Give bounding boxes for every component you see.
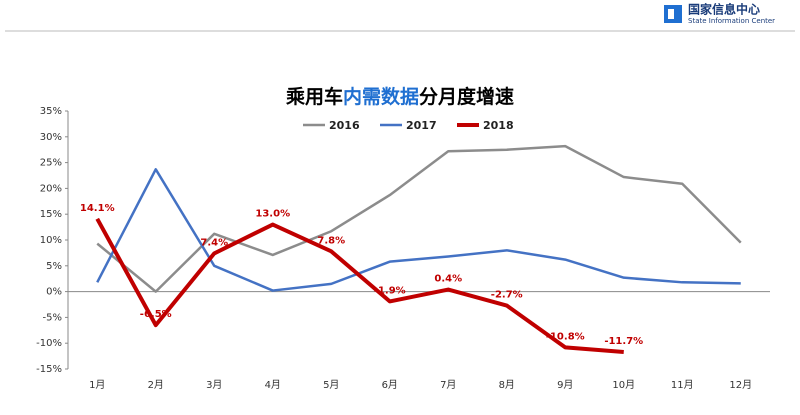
title-part: 内需数据 xyxy=(343,85,419,108)
x-tick-label: 7月 xyxy=(440,379,456,391)
y-tick-label: 25% xyxy=(40,158,62,169)
data-label: -6.5% xyxy=(140,309,172,320)
title-part: 乘用车 xyxy=(285,85,343,108)
data-label: -1.9% xyxy=(374,285,406,296)
legend-label: 2016 xyxy=(329,119,360,132)
x-tick-label: 9月 xyxy=(557,379,573,391)
org-name: 国家信息中心 xyxy=(688,2,760,17)
y-tick-label: -10% xyxy=(36,338,62,349)
data-label: -11.7% xyxy=(604,336,643,347)
series-line xyxy=(96,168,741,292)
legend-label: 2017 xyxy=(406,119,437,132)
x-tick-label: 12月 xyxy=(729,379,752,391)
series-line xyxy=(95,217,624,354)
data-label: 7.8% xyxy=(317,235,345,246)
data-label: 0.4% xyxy=(434,274,462,285)
logo-icon xyxy=(668,9,674,19)
x-tick-label: 10月 xyxy=(612,379,635,391)
y-tick-label: 30% xyxy=(40,132,62,143)
x-tick-label: 5月 xyxy=(323,379,339,391)
title-part: 分月度增速 xyxy=(419,85,514,108)
y-tick-label: 5% xyxy=(46,261,62,272)
data-label: 14.1% xyxy=(80,203,115,214)
series-line xyxy=(96,144,742,293)
y-tick-label: 10% xyxy=(40,235,62,246)
y-tick-label: 0% xyxy=(46,287,62,298)
x-tick-label: 3月 xyxy=(206,379,222,391)
y-tick-label: -15% xyxy=(36,364,62,375)
y-tick-label: -5% xyxy=(43,312,62,323)
x-tick-label: 6月 xyxy=(382,379,398,391)
x-tick-label: 1月 xyxy=(89,379,105,391)
org-name-en: State Information Center xyxy=(688,17,775,25)
x-tick-label: 4月 xyxy=(265,379,281,391)
x-tick-label: 11月 xyxy=(671,379,694,391)
x-tick-label: 2月 xyxy=(148,379,164,391)
y-tick-label: 20% xyxy=(40,183,62,194)
y-tick-label: 15% xyxy=(40,209,62,220)
data-label: -10.8% xyxy=(546,331,585,342)
logo xyxy=(664,5,682,23)
legend-label: 2018 xyxy=(483,119,514,132)
chart-title: 乘用车内需数据分月度增速 xyxy=(285,85,514,108)
data-label: 13.0% xyxy=(255,209,290,220)
x-tick-label: 8月 xyxy=(499,379,515,391)
data-label: -2.7% xyxy=(491,290,523,301)
y-tick-label: 35% xyxy=(40,106,62,117)
data-label: 7.4% xyxy=(200,237,228,248)
